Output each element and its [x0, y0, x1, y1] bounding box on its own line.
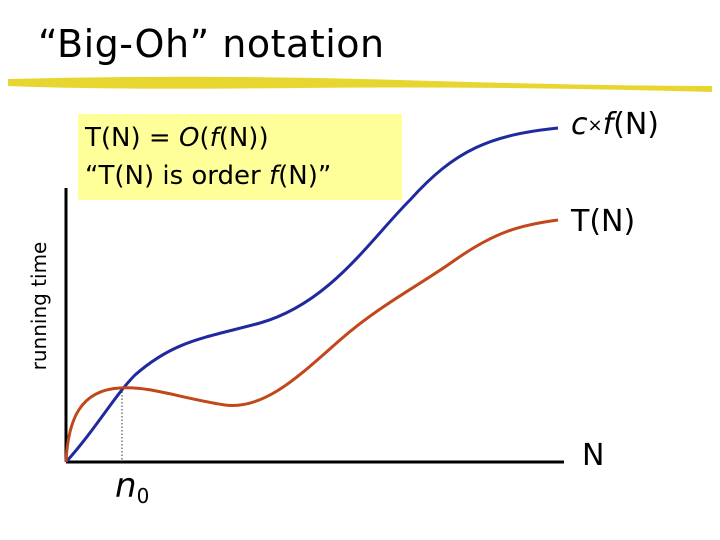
- callout-line-2: “T(N) is order f(N)”: [85, 161, 332, 191]
- x-axis-label: N: [582, 438, 605, 473]
- running-time-curve: [64, 218, 559, 463]
- n0-label: n0: [115, 466, 150, 508]
- title-underline: [8, 76, 712, 92]
- definition-callout: T(N) = O(f(N)) “T(N) is order f(N)”: [78, 114, 402, 200]
- upper-curve-label: c×f(N): [571, 107, 660, 142]
- y-axis-label: running time: [27, 241, 51, 371]
- callout-line-1: T(N) = O(f(N)): [85, 123, 269, 153]
- lower-curve-label: T(N): [571, 204, 636, 239]
- slide-title: “Big-Oh” notation: [38, 22, 385, 66]
